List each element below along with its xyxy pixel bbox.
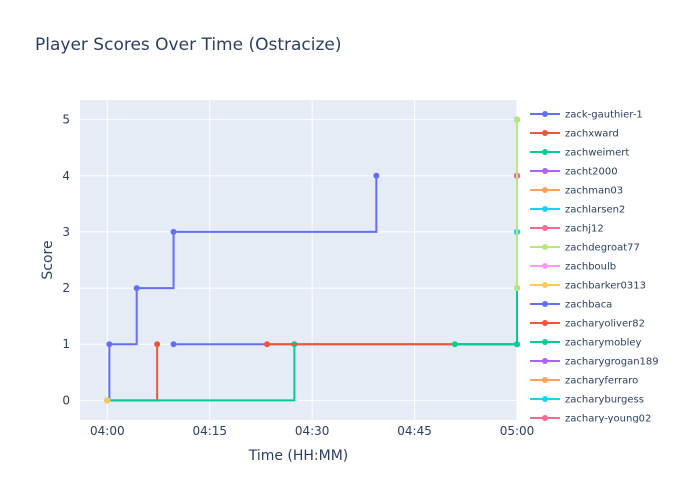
- data-point: [104, 397, 111, 404]
- legend-item[interactable]: zachboulb: [530, 262, 616, 273]
- y-tick-label: 3: [62, 225, 70, 239]
- x-tick-label: 04:15: [192, 424, 227, 438]
- x-axis-title: Time (HH:MM): [248, 448, 349, 464]
- legend-label: zachxward: [565, 129, 619, 140]
- legend-item[interactable]: zachdegroat77: [530, 243, 640, 254]
- legend-swatch-marker: [542, 320, 548, 326]
- legend-label: zachj12: [565, 224, 604, 235]
- data-point: [514, 116, 520, 123]
- legend-item[interactable]: zachary-young02: [530, 414, 651, 425]
- legend-label: zachlarsen2: [565, 205, 625, 216]
- data-point: [170, 228, 177, 235]
- legend-item[interactable]: zacharygrogan189: [530, 357, 659, 368]
- data-point: [133, 285, 140, 292]
- legend-item[interactable]: zacharyferraro: [530, 376, 638, 387]
- legend-item[interactable]: zacharyburgess: [530, 395, 644, 406]
- legend-label: zachboulb: [565, 262, 616, 273]
- legend-swatch-marker: [542, 206, 548, 212]
- legend-item[interactable]: zack-gauthier-1: [530, 110, 643, 121]
- x-tick-label: 05:00: [500, 424, 535, 438]
- x-tick-label: 04:00: [90, 424, 125, 438]
- legend-item[interactable]: zacharymobley: [530, 338, 642, 349]
- data-point: [514, 341, 520, 348]
- legend-label: zacharygrogan189: [565, 357, 659, 368]
- y-tick-label: 1: [62, 337, 70, 351]
- data-point: [514, 285, 520, 292]
- legend-item[interactable]: zachbaca: [530, 300, 612, 311]
- y-axis-title: Score: [40, 240, 56, 279]
- legend-label: zachdegroat77: [565, 243, 640, 254]
- legend-swatch-marker: [542, 130, 548, 136]
- legend-swatch-marker: [542, 225, 548, 231]
- legend-label: zachman03: [565, 186, 623, 197]
- legend-label: zachbaca: [565, 300, 612, 311]
- y-tick-label: 4: [62, 169, 70, 183]
- legend-swatch-marker: [542, 282, 548, 288]
- legend-swatch-marker: [542, 187, 548, 193]
- legend-swatch-marker: [542, 396, 548, 402]
- legend-swatch-marker: [542, 111, 548, 117]
- data-point: [170, 341, 177, 348]
- series-zachbarker0313: [104, 397, 111, 404]
- legend: zack-gauthier-1 zachxward zachweimert zacht…: [530, 110, 659, 425]
- legend-item[interactable]: zacht2000: [530, 167, 618, 178]
- data-point: [106, 341, 113, 348]
- legend-label: zack-gauthier-1: [565, 110, 643, 121]
- legend-item[interactable]: zachxward: [530, 129, 619, 140]
- legend-swatch-marker: [542, 415, 548, 421]
- legend-swatch-marker: [542, 149, 548, 155]
- y-tick-label: 2: [62, 281, 70, 295]
- legend-swatch-marker: [542, 168, 548, 174]
- legend-swatch-marker: [542, 358, 548, 364]
- legend-item[interactable]: zachlarsen2: [530, 205, 625, 216]
- legend-label: zacharymobley: [565, 338, 642, 349]
- legend-swatch-marker: [542, 244, 548, 250]
- legend-item[interactable]: zachj12: [530, 224, 604, 235]
- legend-item[interactable]: zacharyoliver82: [530, 319, 645, 330]
- series-group: [104, 116, 520, 404]
- data-point: [373, 172, 380, 179]
- ticks: 04:00 04:15 04:30 04:45 05:00 0 1 2 3 4 5: [62, 113, 534, 438]
- plot-area: [80, 100, 517, 420]
- data-point: [154, 341, 161, 348]
- y-tick-label: 5: [62, 113, 70, 127]
- x-tick-label: 04:45: [397, 424, 432, 438]
- x-tick-label: 04:30: [295, 424, 330, 438]
- legend-label: zacharyferraro: [565, 376, 638, 387]
- y-tick-label: 0: [62, 393, 70, 407]
- legend-swatch-marker: [542, 377, 548, 383]
- legend-label: zacht2000: [565, 167, 618, 178]
- legend-swatch-marker: [542, 263, 548, 269]
- legend-item[interactable]: zachbarker0313: [530, 281, 646, 292]
- legend-swatch-marker: [542, 339, 548, 345]
- legend-label: zacharyburgess: [565, 395, 644, 406]
- series-line: [107, 344, 296, 402]
- legend-swatch-marker: [542, 301, 548, 307]
- legend-label: zacharyoliver82: [565, 319, 645, 330]
- legend-item[interactable]: zachman03: [530, 186, 623, 197]
- series-unnamed-17: [514, 116, 520, 292]
- legend-label: zachbarker0313: [565, 281, 646, 292]
- chart-title: Player Scores Over Time (Ostracize): [35, 35, 342, 55]
- legend-item[interactable]: zachweimert: [530, 148, 629, 159]
- data-point: [451, 341, 458, 348]
- data-point: [264, 341, 271, 348]
- legend-label: zachary-young02: [565, 414, 651, 425]
- legend-label: zachweimert: [565, 148, 629, 159]
